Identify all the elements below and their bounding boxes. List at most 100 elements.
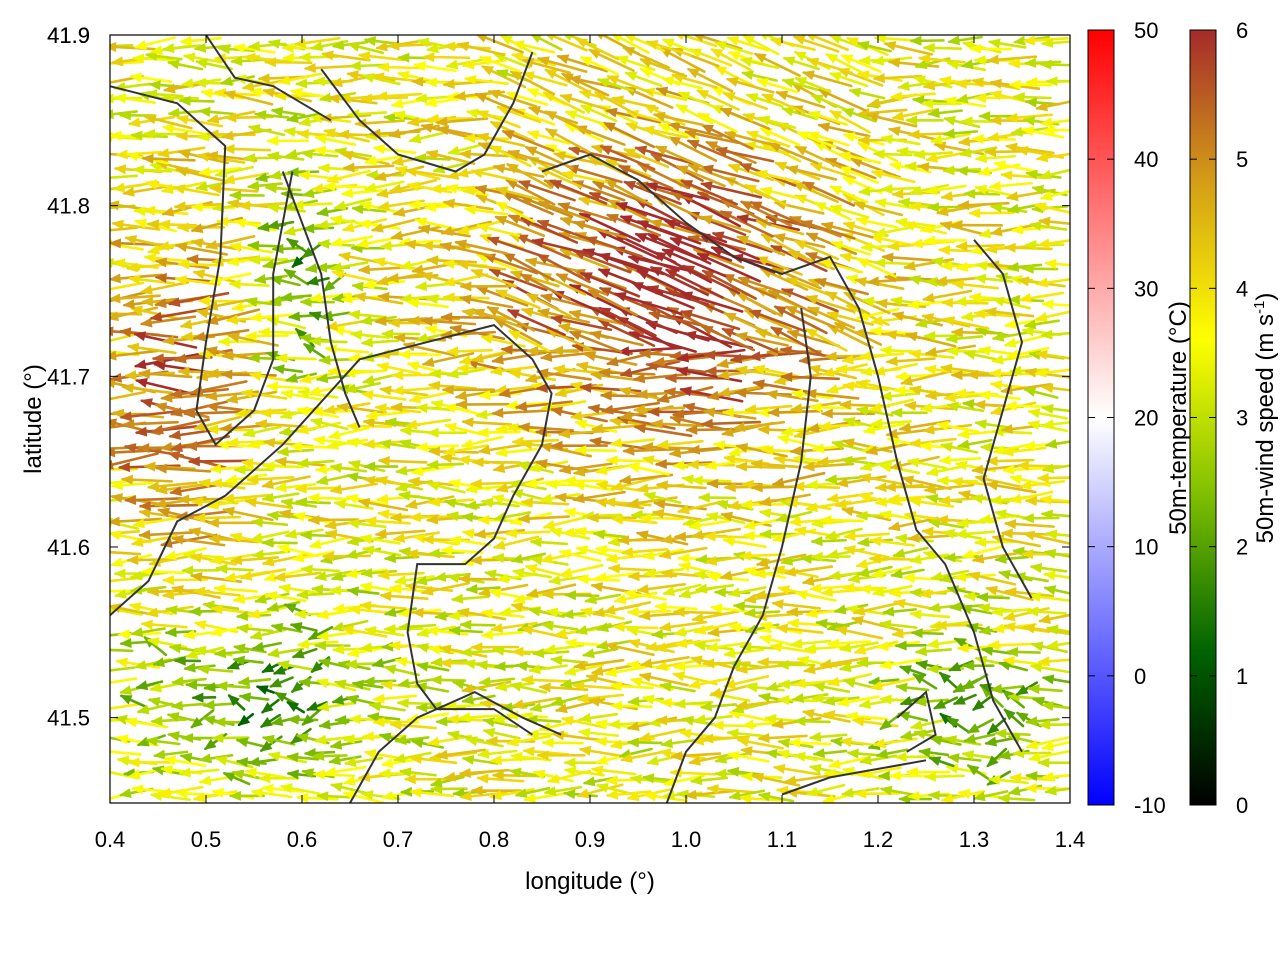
wind-arrow-head — [629, 677, 643, 687]
wind-arrow-head — [244, 330, 257, 341]
wind-arrow-head — [190, 496, 203, 507]
wind-arrow-head — [757, 791, 771, 802]
wind-arrow-head — [891, 111, 905, 121]
wind-arrow-head — [1029, 662, 1043, 673]
wind-arrow-shaft — [110, 110, 138, 116]
wind-arrow-head — [316, 630, 329, 641]
wind-arrow-head — [247, 41, 261, 51]
wind-arrow-head — [827, 324, 841, 335]
wind-arrow-head — [561, 609, 574, 620]
wind-arrow-head — [413, 61, 427, 72]
wind-arrow-head — [374, 403, 387, 414]
wind-arrow-head — [676, 504, 690, 515]
wind-arrow-head — [819, 658, 832, 669]
wind-arrow-head — [323, 181, 336, 192]
wind-arrow-head — [95, 586, 107, 596]
wind-arrow-head — [115, 149, 128, 160]
wind-arrow-head — [588, 330, 602, 341]
wind-arrow-head — [494, 681, 508, 692]
wind-arrow-head — [926, 663, 939, 674]
wind-arrow-head — [926, 638, 939, 649]
wind-arrow-head — [1003, 519, 1017, 530]
wind-arrow-head — [799, 554, 813, 565]
wind-arrow-head — [397, 678, 410, 689]
wind-arrow-head — [118, 327, 132, 338]
wind-arrow-head — [492, 713, 506, 724]
wind-arrow-head — [917, 54, 931, 65]
wind-arrow-head — [1025, 77, 1038, 88]
wind-arrow-head — [745, 682, 758, 693]
wind-arrow-head — [822, 710, 836, 720]
wind-arrow-head — [908, 201, 922, 212]
wind-arrow-head — [548, 575, 561, 586]
wind-arrow-head — [345, 694, 358, 705]
wind-arrow-shaft — [635, 198, 693, 230]
wind-arrow-head — [1041, 741, 1054, 751]
wind-arrow-head — [899, 730, 913, 741]
wind-arrow-head — [1041, 674, 1055, 685]
wind-arrow-head — [845, 711, 858, 722]
wind-arrow-head — [415, 333, 429, 343]
y-axis-ticks: 41.541.641.741.841.941.9 — [47, 23, 1070, 731]
wind-arrow-head — [858, 55, 871, 66]
wind-arrow-head — [910, 238, 923, 249]
wind-arrow-head — [661, 38, 675, 49]
wind-arrow-head — [732, 422, 746, 433]
wind-arrow-head — [908, 275, 921, 285]
wind-arrow-head — [458, 355, 472, 365]
wind-arrow-head — [531, 648, 545, 659]
wind-arrow-head — [974, 92, 987, 103]
wind-arrow-head — [283, 268, 297, 280]
wind-arrow-head — [296, 639, 310, 650]
wind-arrow-head — [955, 241, 968, 252]
wind-arrow-head — [511, 646, 524, 657]
wind-arrow-shaft — [697, 252, 762, 283]
wind-arrow-head — [946, 59, 960, 70]
wind-arrow-head — [170, 700, 183, 711]
wind-arrow-head — [966, 764, 980, 776]
wind-arrow-head — [140, 398, 153, 409]
wind-arrow-head — [987, 38, 1001, 49]
wind-arrow-shaft — [598, 253, 665, 276]
wind-arrow-head — [623, 181, 637, 191]
wind-arrow-head — [406, 298, 419, 309]
wind-arrow-head — [295, 733, 309, 743]
wind-arrow-head — [166, 59, 180, 70]
wind-arrow-head — [381, 328, 394, 339]
wind-arrow-head — [705, 141, 719, 151]
wind-arrow-head — [609, 739, 623, 750]
wind-arrow-head — [855, 405, 869, 416]
wind-arrow-head — [872, 73, 885, 84]
wind-arrow-shaft — [665, 287, 724, 314]
wind-arrow-head — [765, 681, 779, 692]
wind-arrow-head — [259, 407, 272, 418]
wind-arrow-head — [404, 166, 418, 177]
wind-arrow-head — [397, 52, 410, 63]
wind-arrow-head — [539, 493, 553, 504]
wind-arrow-head — [1020, 549, 1034, 560]
wind-arrow-head — [346, 70, 359, 81]
wind-arrow-head — [122, 186, 135, 197]
wind-arrow-head — [978, 390, 991, 401]
wind-arrow-head — [1024, 239, 1037, 250]
wind-arrow-head — [111, 219, 124, 230]
wind-arrow-head — [986, 54, 999, 65]
wind-arrow-head — [645, 40, 659, 50]
wind-arrow-head — [842, 678, 856, 688]
wind-arrow-head — [960, 311, 974, 322]
wind-arrow-shaft — [647, 232, 712, 265]
wind-arrow-head — [654, 145, 668, 156]
wind-arrow-head — [261, 783, 274, 794]
wind-arrow-head — [135, 378, 148, 388]
wind-arrow-head — [1002, 464, 1015, 475]
wind-arrow-head — [483, 253, 497, 264]
wind-arrow-head — [957, 490, 971, 500]
wind-arrow-head — [342, 162, 355, 173]
wind-arrow-head — [689, 655, 703, 666]
wind-arrow-head — [282, 52, 295, 63]
wind-arrow-head — [192, 586, 206, 597]
wind-arrow-head — [780, 426, 794, 437]
wind-arrow-head — [635, 181, 649, 192]
wind-arrow-head — [1008, 79, 1021, 90]
wind-arrow-head — [171, 534, 184, 545]
